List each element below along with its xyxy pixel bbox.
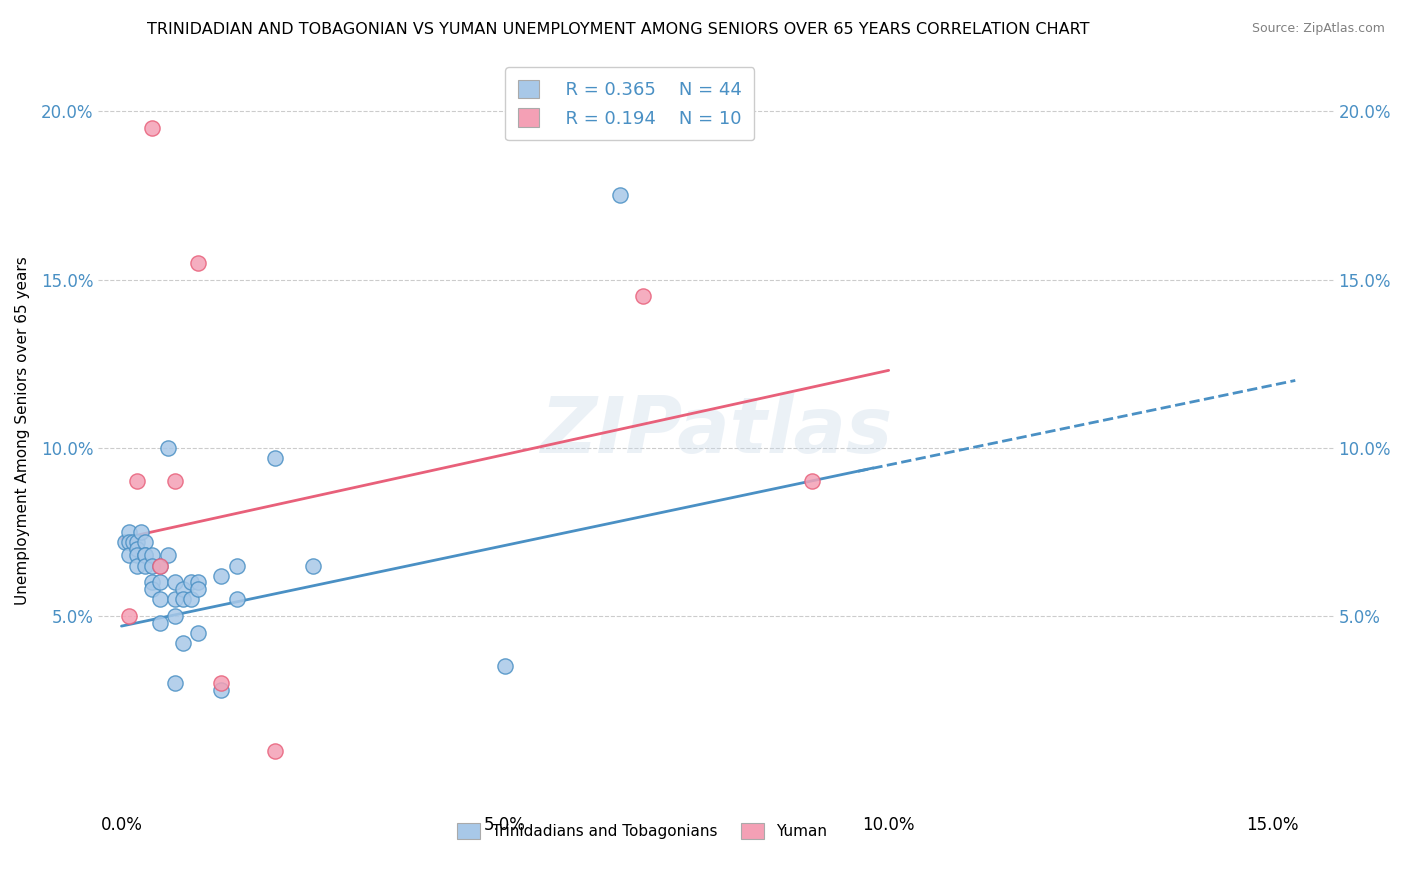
Point <box>165 676 187 690</box>
Point <box>134 558 156 573</box>
Legend: Trinidadians and Tobagonians, Yuman: Trinidadians and Tobagonians, Yuman <box>451 817 832 846</box>
Text: Source: ZipAtlas.com: Source: ZipAtlas.com <box>1251 22 1385 36</box>
Point <box>165 475 187 489</box>
Point <box>264 450 287 465</box>
Point <box>209 683 232 698</box>
Text: TRINIDADIAN AND TOBAGONIAN VS YUMAN UNEMPLOYMENT AMONG SENIORS OVER 65 YEARS COR: TRINIDADIAN AND TOBAGONIAN VS YUMAN UNEM… <box>148 22 1090 37</box>
Point <box>187 625 209 640</box>
Point <box>156 441 179 455</box>
Point <box>800 475 823 489</box>
Point <box>149 558 172 573</box>
Point <box>209 568 232 582</box>
Point <box>134 549 156 563</box>
Point <box>165 592 187 607</box>
Point <box>149 575 172 590</box>
Point <box>149 592 172 607</box>
Point <box>134 549 156 563</box>
Point <box>165 575 187 590</box>
Point <box>172 636 194 650</box>
Point <box>225 558 247 573</box>
Point <box>118 609 141 624</box>
Point <box>187 575 209 590</box>
Point <box>187 255 209 269</box>
Text: ZIPatlas: ZIPatlas <box>540 393 893 469</box>
Point <box>187 582 209 596</box>
Point <box>494 659 516 673</box>
Point <box>141 575 163 590</box>
Point <box>165 609 187 624</box>
Y-axis label: Unemployment Among Seniors over 65 years: Unemployment Among Seniors over 65 years <box>15 257 30 606</box>
Point <box>118 535 141 549</box>
Point <box>609 188 631 202</box>
Point <box>129 524 152 539</box>
Point <box>141 582 163 596</box>
Point <box>125 549 148 563</box>
Point <box>172 592 194 607</box>
Point <box>149 558 172 573</box>
Point <box>302 558 325 573</box>
Point <box>264 743 287 757</box>
Point <box>209 676 232 690</box>
Point <box>141 558 163 573</box>
Point <box>125 535 148 549</box>
Point <box>118 549 141 563</box>
Point <box>225 592 247 607</box>
Point <box>114 535 136 549</box>
Point <box>125 541 148 556</box>
Point <box>125 558 148 573</box>
Point <box>156 549 179 563</box>
Point <box>172 582 194 596</box>
Point <box>118 524 141 539</box>
Point <box>125 475 148 489</box>
Point <box>180 592 202 607</box>
Point <box>141 121 163 136</box>
Point <box>134 535 156 549</box>
Point <box>180 575 202 590</box>
Point <box>631 289 654 303</box>
Point <box>122 535 145 549</box>
Point <box>149 615 172 630</box>
Point <box>141 549 163 563</box>
